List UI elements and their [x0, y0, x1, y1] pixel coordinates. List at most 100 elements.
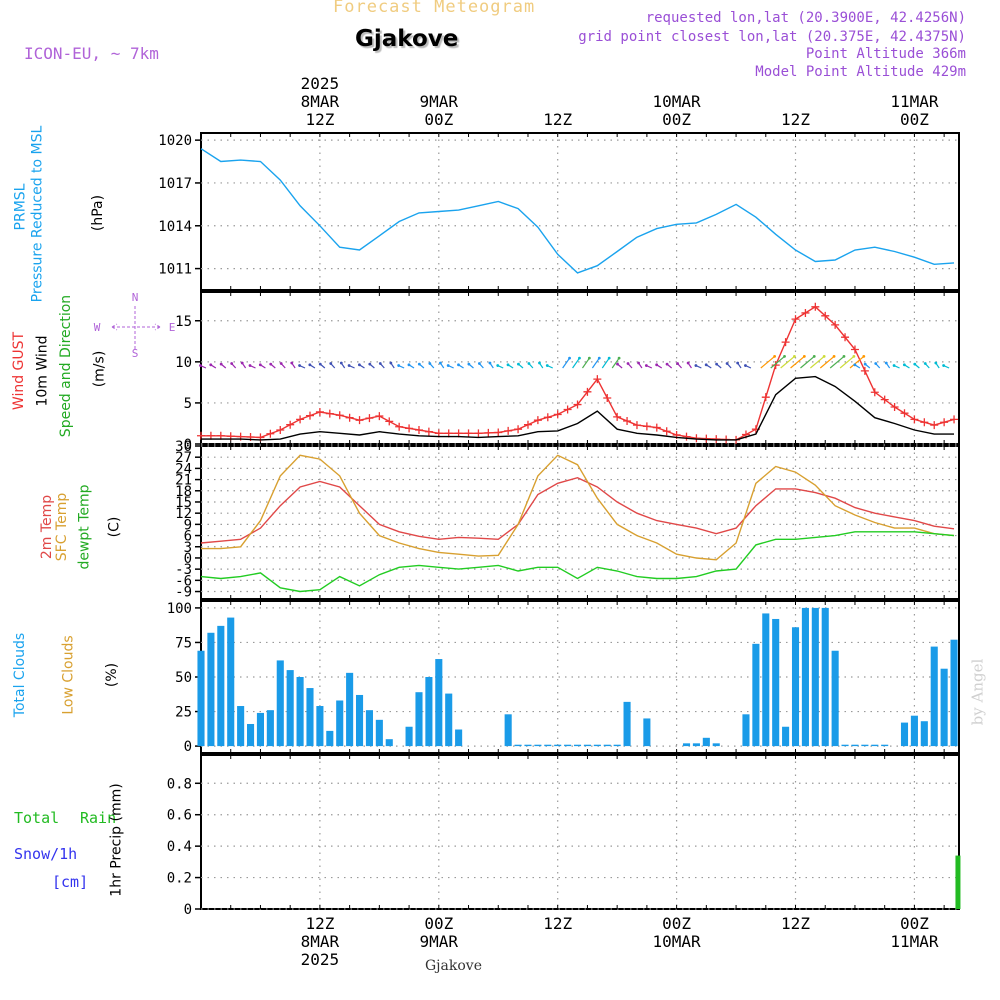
gust-marker — [563, 405, 572, 414]
temperature-ytick-label: 6 — [184, 529, 192, 545]
gust-marker — [325, 409, 334, 418]
wind-direction-arrow — [581, 357, 590, 369]
time-label-top: 11MAR — [890, 92, 939, 111]
wind-arrow-head — [488, 361, 492, 365]
temperature-frame — [200, 445, 960, 600]
wind-arrow-head — [506, 363, 510, 367]
time-label-top: 10MAR — [653, 92, 702, 111]
pressure-ytick-label: 1017 — [158, 176, 192, 192]
gust-marker — [702, 434, 711, 443]
clouds-bar — [544, 744, 552, 747]
wind-arrow-head — [496, 364, 500, 367]
wind-arrow-head — [665, 362, 669, 366]
gust-marker — [890, 403, 899, 412]
wind-arrow-head — [616, 362, 619, 366]
gust-marker — [355, 416, 364, 425]
clouds-bar — [385, 739, 393, 747]
wind-arrow-head — [676, 362, 679, 365]
clouds-bar — [217, 625, 225, 747]
temperature-ytick-label: 18 — [175, 484, 192, 500]
wind-arrow-head — [467, 362, 471, 366]
clouds-bar — [514, 744, 522, 747]
wind-arrow-head — [578, 356, 581, 360]
wind-arrow-head — [884, 361, 888, 365]
pressure-ytick-label: 1011 — [158, 262, 192, 278]
clouds-bar — [762, 613, 770, 747]
clouds-bar — [425, 677, 433, 747]
compass-west: W — [94, 321, 101, 334]
clouds-ytick-label: 50 — [175, 670, 192, 686]
gust-marker — [305, 411, 314, 420]
wind-arrow-head — [852, 355, 856, 358]
wind-arrow-head — [607, 356, 611, 360]
wind-series-wind-gust — [201, 305, 955, 441]
clouds-bar — [910, 715, 918, 747]
clouds-bar — [306, 688, 314, 747]
wind-direction-arrow — [790, 355, 805, 369]
grid-point-coords: grid point closest lon,lat (20.375E, 42.… — [578, 29, 966, 45]
precipitation-ytick-label: 0.2 — [167, 871, 192, 887]
clouds-ytick-label: 0 — [184, 739, 192, 755]
wind-arrow-head — [199, 364, 202, 367]
time-label-bottom: 8MAR — [301, 932, 340, 951]
wind-direction-arrow — [839, 355, 855, 369]
clouds-bar — [801, 607, 809, 747]
gust-marker — [395, 422, 404, 431]
wind-arrow-head — [934, 361, 938, 365]
wind-direction-arrow — [770, 355, 785, 369]
gust-marker — [375, 412, 384, 421]
time-label-top: 00Z — [424, 110, 453, 129]
wind-arrow-head — [644, 364, 648, 367]
clouds-bar — [593, 744, 601, 747]
clouds-bar — [782, 726, 790, 747]
temperature-ytick-label: -6 — [175, 573, 192, 589]
time-label-bottom: 12Z — [781, 914, 810, 933]
temperature-ytick-label: 0 — [184, 551, 192, 567]
wind-arrow-head — [842, 355, 846, 358]
wind-arrow-head — [378, 362, 382, 365]
gust-marker — [771, 361, 780, 370]
clouds-bar — [455, 729, 463, 747]
wind-arrow-head — [822, 355, 826, 358]
gust-marker — [583, 387, 592, 396]
clouds-bar — [851, 744, 859, 747]
wind-arrow-head — [417, 362, 421, 366]
clouds-bar — [256, 712, 264, 747]
wind-direction-arrow — [849, 355, 865, 369]
wind-arrow-head — [439, 361, 442, 365]
wind-arrow-head — [913, 362, 917, 366]
clouds-bar — [415, 692, 423, 747]
wind-arrow-head — [597, 356, 601, 360]
wind-direction-arrow — [780, 355, 795, 369]
time-label-top: 00Z — [662, 110, 691, 129]
clouds-bar — [871, 744, 879, 747]
gust-marker — [642, 422, 651, 431]
time-label-top: 12Z — [781, 110, 810, 129]
wind-arrow-head — [397, 364, 401, 367]
pressure-series-prmsl — [200, 148, 955, 274]
clouds-bar — [930, 646, 938, 747]
gust-marker — [573, 400, 582, 409]
wind-ytick-label: 10 — [175, 355, 192, 371]
precipitation-bar — [955, 855, 961, 909]
clouds-bar — [881, 744, 889, 747]
clouds-bar — [712, 743, 720, 747]
time-label-bottom: 10MAR — [653, 932, 702, 951]
time-label-bottom: 9MAR — [420, 932, 459, 951]
gust-marker — [315, 407, 324, 416]
clouds-bar — [573, 744, 582, 747]
compass-cross — [111, 306, 161, 350]
temperature-ytick-label: 27 — [175, 450, 192, 466]
wind-arrow-head — [923, 362, 927, 365]
wind-arrow-head — [802, 355, 806, 358]
clouds-bar — [197, 650, 205, 747]
gust-marker — [712, 435, 721, 444]
precipitation-ytick-label: 0.4 — [167, 839, 192, 855]
temperature-series-dewpt-temp — [200, 531, 955, 593]
clouds-bar — [920, 721, 928, 747]
wind-direction-arrow — [572, 357, 580, 369]
clouds-bar — [821, 607, 829, 747]
temperature-series-sfc-temp — [201, 454, 955, 561]
wind-arrow-head — [538, 361, 541, 365]
clouds-bar — [326, 730, 334, 747]
